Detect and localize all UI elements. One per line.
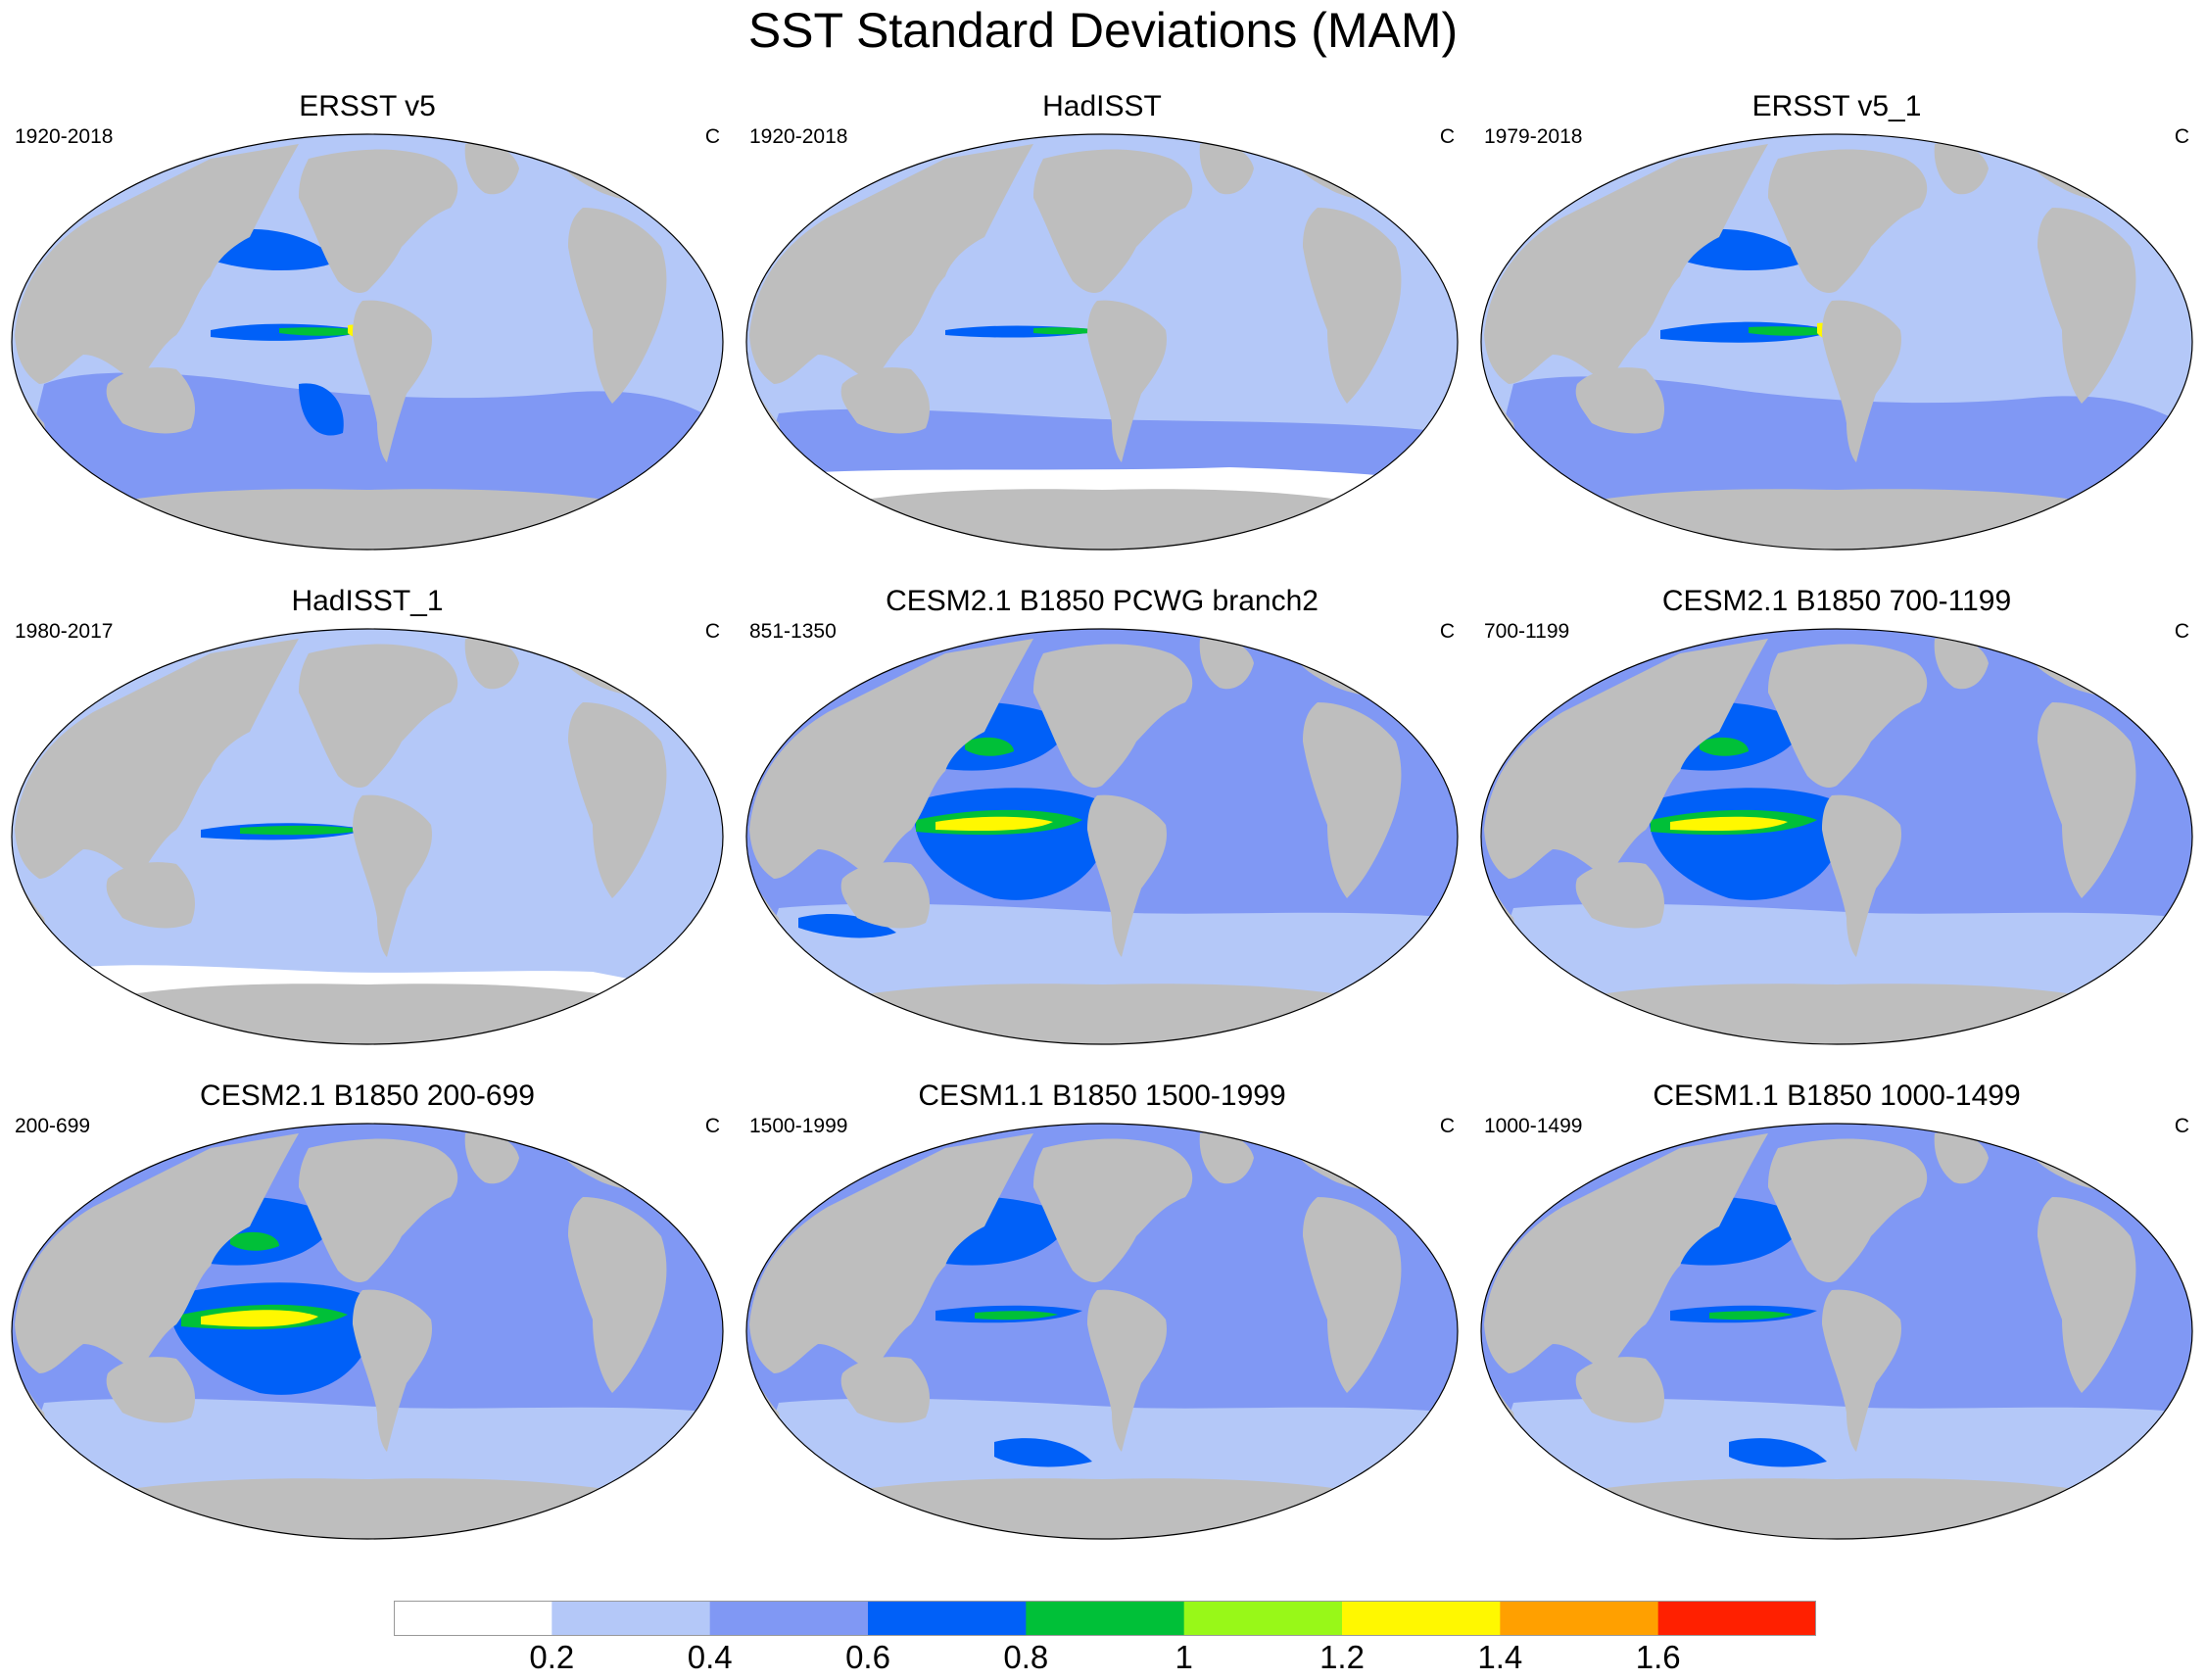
colorbar-swatch: [1183, 1601, 1343, 1636]
map-svg: [745, 1123, 1459, 1540]
map-panel: HadISST 1920-2018 C: [740, 90, 1464, 585]
colorbar-tick-label: 0.6: [845, 1639, 890, 1675]
colorbar-tick-label: 1.6: [1635, 1639, 1681, 1675]
panel-title: CESM2.1 B1850 700-1199: [1661, 585, 2012, 617]
map-panel: ERSST v5 1920-2018 C: [5, 90, 730, 585]
panel-title: CESM1.1 B1850 1500-1999: [918, 1080, 1286, 1112]
colorbar-swatch: [868, 1601, 1027, 1636]
colorbar-swatch: [1657, 1601, 1816, 1636]
map-svg: [11, 628, 724, 1045]
colorbar-swatch: [1500, 1601, 1659, 1636]
colorbar-swatch: [709, 1601, 869, 1636]
map-svg: [745, 628, 1459, 1045]
panel-years: 700-1199: [1484, 620, 1570, 643]
panel-units: C: [2174, 620, 2189, 643]
panel-units: C: [704, 125, 720, 148]
panel-years: 851-1350: [749, 620, 837, 643]
map-svg: [1480, 133, 2193, 551]
panel-title: CESM2.1 B1850 200-699: [200, 1080, 535, 1112]
figure-title: SST Standard Deviations (MAM): [747, 3, 1459, 58]
panel-units: C: [2174, 1115, 2189, 1137]
map-panel: ERSST v5_1 1979-2018 C: [1474, 90, 2199, 585]
panel-title: ERSST v5: [299, 90, 436, 122]
map-panel: CESM2.1 B1850 PCWG branch2 851-1350 C: [740, 585, 1464, 1080]
panel-units: C: [1439, 620, 1455, 643]
map-svg: [11, 1123, 724, 1540]
map-panel: CESM2.1 B1850 200-699 200-699 C: [5, 1080, 730, 1574]
panel-years: 1920-2018: [749, 125, 848, 148]
panel-units: C: [1439, 1115, 1455, 1137]
map-svg: [1480, 628, 2193, 1045]
colorbar-swatch: [1342, 1601, 1501, 1636]
colorbar-tick-label: 1: [1175, 1639, 1193, 1675]
panel-years: 1920-2018: [15, 125, 114, 148]
colorbar-swatch: [552, 1601, 711, 1636]
colorbar-tick-label: 1.2: [1319, 1639, 1365, 1675]
panel-years: 200-699: [15, 1115, 91, 1137]
colorbar-tick-label: 0.8: [1003, 1639, 1049, 1675]
colorbar-tick-label: 0.2: [529, 1639, 575, 1675]
panel-units: C: [704, 1115, 720, 1137]
colorbar-tick-label: 0.4: [687, 1639, 733, 1675]
panel-years: 1980-2017: [15, 620, 114, 643]
map-svg: [745, 133, 1459, 551]
panel-title: HadISST: [1042, 90, 1162, 122]
map-panel: CESM1.1 B1850 1500-1999 1500-1999 C: [740, 1080, 1464, 1574]
map-panel: CESM2.1 B1850 700-1199 700-1199 C: [1474, 585, 2199, 1080]
panel-units: C: [704, 620, 720, 643]
panel-years: 1000-1499: [1484, 1115, 1583, 1137]
panel-title: CESM2.1 B1850 PCWG branch2: [886, 585, 1319, 617]
panel-title: HadISST_1: [291, 585, 444, 617]
panel-title: CESM1.1 B1850 1000-1499: [1653, 1080, 2021, 1112]
colorbar: [394, 1601, 1816, 1636]
map-panel: HadISST_1 1980-2017 C: [5, 585, 730, 1080]
panel-units: C: [1439, 125, 1455, 148]
panel-units: C: [2174, 125, 2189, 148]
map-svg: [11, 133, 724, 551]
panel-title: ERSST v5_1: [1751, 90, 1922, 122]
colorbar-swatch: [394, 1601, 552, 1636]
panel-years: 1500-1999: [749, 1115, 848, 1137]
colorbar-swatch: [1026, 1601, 1185, 1636]
panel-years: 1979-2018: [1484, 125, 1583, 148]
colorbar-tick-label: 1.4: [1477, 1639, 1523, 1675]
map-panel: CESM1.1 B1850 1000-1499 1000-1499 C: [1474, 1080, 2199, 1574]
map-svg: [1480, 1123, 2193, 1540]
